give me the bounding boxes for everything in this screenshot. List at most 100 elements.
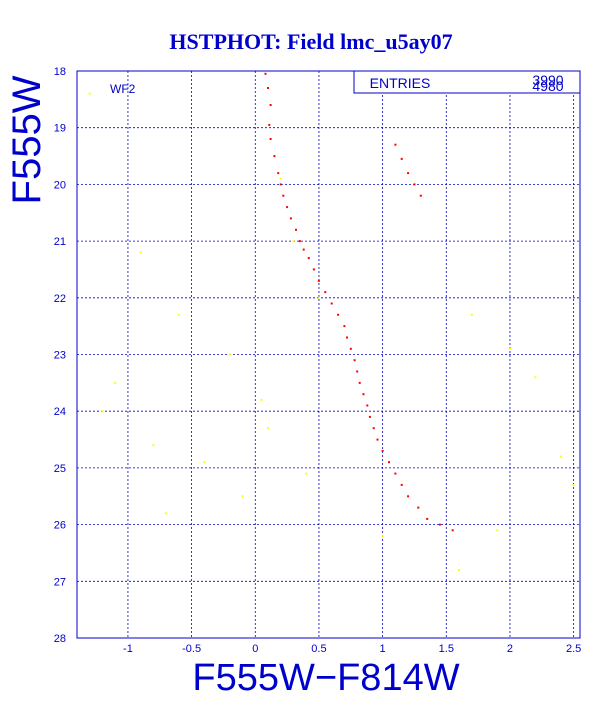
data-point-s1-21 xyxy=(267,427,269,430)
x-tick-labels: -1 -0.5 0 0.5 1 1.5 2 2.5 xyxy=(123,643,581,655)
data-point-s0-20 xyxy=(343,325,346,328)
data-point-s1-11 xyxy=(317,296,320,299)
data-point-s0-12 xyxy=(298,240,301,243)
data-point-s0-34 xyxy=(400,483,403,486)
data-point-s0-5 xyxy=(273,155,276,158)
grid xyxy=(77,70,580,639)
data-point-s0-27 xyxy=(366,404,369,407)
scatter-points xyxy=(88,72,575,571)
data-point-s1-17 xyxy=(496,529,499,532)
x-tick-label-3: 0.5 xyxy=(311,643,326,655)
data-point-s1-1 xyxy=(139,251,142,254)
data-point-s0-40 xyxy=(394,143,397,146)
data-point-s0-44 xyxy=(419,194,422,197)
x-tick-label-6: 2 xyxy=(507,643,513,655)
data-point-s0-4 xyxy=(269,138,272,140)
data-point-s0-1 xyxy=(267,87,269,89)
data-point-s0-15 xyxy=(312,268,315,271)
data-point-s0-35 xyxy=(407,495,410,498)
data-point-s0-17 xyxy=(324,291,327,294)
data-point-s0-25 xyxy=(358,381,361,384)
data-point-s1-20 xyxy=(165,512,168,515)
data-point-s1-18 xyxy=(458,569,460,571)
data-point-s0-26 xyxy=(362,393,365,396)
y-tick-label-9: 27 xyxy=(54,576,66,588)
stats-value-2: 4980 xyxy=(532,78,563,94)
data-point-s1-4 xyxy=(114,381,117,384)
data-point-s0-33 xyxy=(394,472,397,475)
stats-value-1: 3990 xyxy=(532,72,563,88)
data-point-s0-43 xyxy=(413,183,416,186)
data-point-s0-9 xyxy=(286,206,289,209)
data-point-s0-22 xyxy=(349,347,352,350)
data-point-s0-42 xyxy=(407,172,410,175)
y-tick-label-7: 25 xyxy=(54,463,66,475)
stats-label: ENTRIES xyxy=(370,75,431,91)
data-point-s0-23 xyxy=(353,359,356,362)
data-point-s1-5 xyxy=(152,444,155,447)
y-tick-label-4: 22 xyxy=(54,293,66,305)
data-point-s0-10 xyxy=(289,217,292,220)
data-point-s0-11 xyxy=(295,228,297,231)
data-point-s1-15 xyxy=(559,455,562,458)
data-point-s0-7 xyxy=(279,183,282,186)
data-point-s1-22 xyxy=(305,472,308,475)
x-axis-label: F555W−F814W xyxy=(192,657,459,699)
y-tick-label-2: 20 xyxy=(54,179,66,191)
data-point-s0-0 xyxy=(264,72,267,75)
y-tick-label-3: 21 xyxy=(54,236,66,248)
data-point-s0-41 xyxy=(400,157,403,160)
data-point-s1-13 xyxy=(509,347,511,350)
data-point-s0-29 xyxy=(372,427,375,430)
x-tick-label-4: 1 xyxy=(380,643,386,655)
y-tick-label-8: 26 xyxy=(54,520,66,532)
data-point-s1-7 xyxy=(241,495,244,498)
plot-frame xyxy=(76,70,581,639)
data-point-s0-32 xyxy=(388,461,390,464)
data-point-s1-3 xyxy=(228,353,231,356)
data-point-s1-9 xyxy=(279,177,282,180)
y-tick-label-5: 23 xyxy=(54,350,66,362)
data-point-s0-16 xyxy=(317,279,320,282)
data-point-s0-18 xyxy=(330,302,333,305)
y-axis-label: F555W xyxy=(5,75,49,204)
x-tick-label-2: 0 xyxy=(252,643,258,655)
x-tick-label-0: -1 xyxy=(123,643,133,655)
data-point-s1-10 xyxy=(292,240,295,243)
data-point-s0-13 xyxy=(302,248,305,251)
data-point-s0-31 xyxy=(381,449,384,452)
data-point-s0-8 xyxy=(282,194,285,197)
data-point-s1-19 xyxy=(101,410,104,413)
stats-box xyxy=(353,70,581,94)
y-tick-labels: 18 19 20 21 22 23 24 25 26 27 28 xyxy=(54,66,66,645)
data-point-s0-19 xyxy=(337,313,340,316)
data-point-s1-8 xyxy=(260,398,263,401)
data-point-s0-24 xyxy=(356,370,359,373)
data-point-s0-2 xyxy=(269,104,272,106)
data-point-s0-21 xyxy=(346,336,348,339)
data-point-s1-12 xyxy=(470,313,473,316)
data-point-s1-6 xyxy=(203,461,206,464)
x-tick-label-1: -0.5 xyxy=(182,643,201,655)
data-point-s0-39 xyxy=(451,529,454,532)
y-tick-label-6: 24 xyxy=(54,406,66,418)
data-point-s0-38 xyxy=(438,523,441,526)
data-point-s0-14 xyxy=(307,257,310,260)
data-point-s0-37 xyxy=(426,517,429,520)
data-point-s1-14 xyxy=(534,376,537,379)
data-point-s1-23 xyxy=(381,534,384,537)
data-point-s1-0 xyxy=(88,92,91,95)
x-tick-label-7: 2.5 xyxy=(566,643,581,655)
data-point-s0-36 xyxy=(417,506,420,509)
x-tick-label-5: 1.5 xyxy=(439,643,454,655)
y-tick-label-1: 19 xyxy=(54,123,66,135)
chart-title: HSTPHOT: Field lmc_u5ay07 xyxy=(169,29,452,54)
data-point-s0-3 xyxy=(268,123,271,126)
panel-label: WF2 xyxy=(110,82,136,96)
data-point-s0-30 xyxy=(376,438,379,441)
data-point-s1-16 xyxy=(572,483,575,486)
y-tick-label-0: 18 xyxy=(54,66,66,78)
data-point-s0-6 xyxy=(277,172,280,175)
